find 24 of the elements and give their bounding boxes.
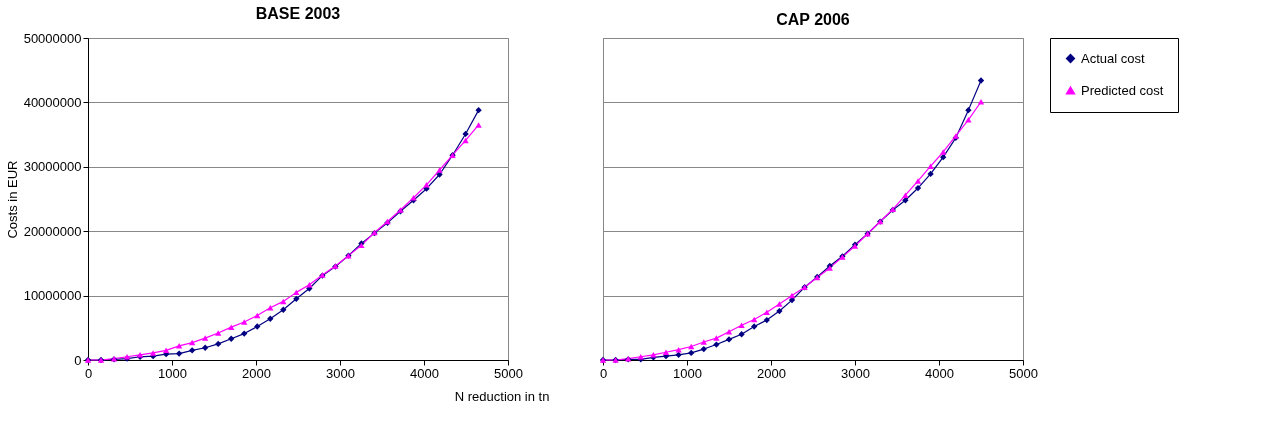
y-axis-title: Costs in EUR <box>4 160 20 239</box>
x-tick-label: 0 <box>599 365 608 381</box>
x-axis-title: N reduction in tn <box>454 388 550 404</box>
y-tick-label: 20000000 <box>23 223 82 239</box>
y-tick-label: 30000000 <box>23 159 82 175</box>
chart-title: BASE 2003 <box>255 5 341 22</box>
x-tick-label: 0 <box>84 365 93 381</box>
x-tick-label: 5000 <box>1009 365 1038 381</box>
y-tick-label: 40000000 <box>23 94 82 110</box>
legend-label: Actual cost <box>1081 50 1145 66</box>
chart-title: CAP 2006 <box>776 11 850 28</box>
x-tick-label: 3000 <box>326 365 355 381</box>
x-tick-label: 1000 <box>673 365 702 381</box>
y-tick-label: 50000000 <box>23 30 82 46</box>
legend-label: Predicted cost <box>1081 82 1164 98</box>
x-tick-label: 4000 <box>410 365 439 381</box>
y-tick-label: 10000000 <box>23 288 82 304</box>
x-tick-label: 2000 <box>757 365 786 381</box>
x-tick-label: 4000 <box>925 365 954 381</box>
x-tick-label: 5000 <box>494 365 523 381</box>
x-tick-label: 3000 <box>841 365 870 381</box>
y-tick-label: 0 <box>74 352 82 368</box>
x-tick-label: 1000 <box>158 365 187 381</box>
x-tick-label: 2000 <box>242 365 271 381</box>
